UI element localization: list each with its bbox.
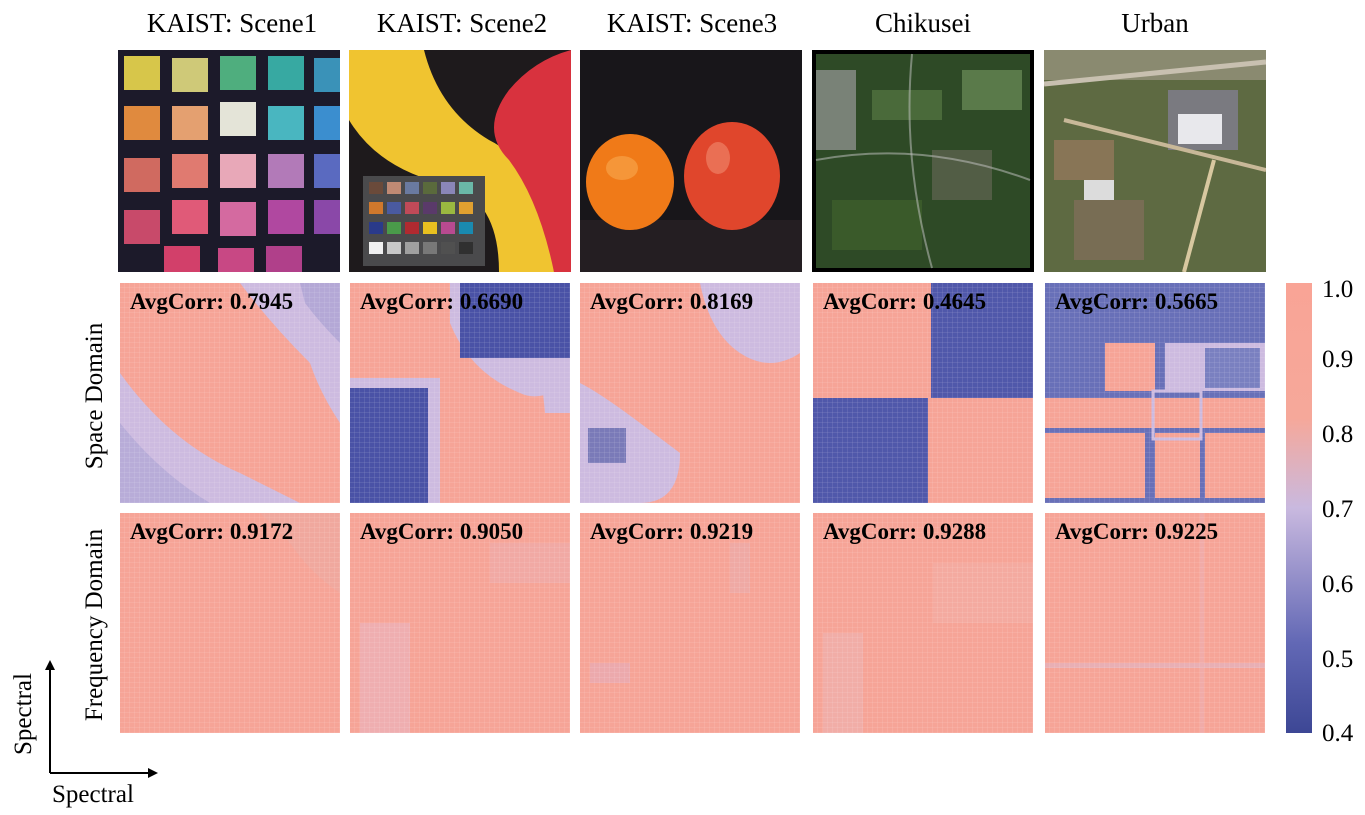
heatmap-frequency-scene2: AvgCorr: 0.9050 — [350, 513, 570, 733]
avgcorr-frequency-scene3: AvgCorr: 0.9219 — [590, 519, 754, 544]
colorbar-tick: 0.4 — [1322, 720, 1354, 747]
colorbar-tick: 0.6 — [1322, 571, 1354, 598]
avgcorr-frequency-scene2: AvgCorr: 0.9050 — [360, 519, 524, 544]
colorbar-tick: 0.5 — [1322, 646, 1354, 673]
photo-kaist-scene2 — [349, 50, 571, 272]
colorbar-tick: 0.9 — [1322, 346, 1354, 373]
column-title-chikusei: Chikusei — [874, 8, 971, 38]
heatmap-space-scene1: AvgCorr: 0.7945 — [120, 283, 340, 503]
heatmap-frequency-chikusei: AvgCorr: 0.9288 — [813, 513, 1033, 733]
heatmap-space-scene2: AvgCorr: 0.6690 — [350, 283, 570, 503]
x-axis-label: Spectral — [52, 781, 134, 808]
colorbar-tick: 0.7 — [1322, 496, 1354, 523]
avgcorr-space-scene2: AvgCorr: 0.6690 — [360, 289, 524, 314]
column-title-scene1: KAIST: Scene1 — [146, 8, 318, 38]
column-title-scene2: KAIST: Scene2 — [376, 8, 548, 38]
heatmap-space-scene3: AvgCorr: 0.8169 — [580, 283, 800, 503]
avgcorr-space-scene3: AvgCorr: 0.8169 — [590, 289, 754, 314]
heatmap-frequency-urban: AvgCorr: 0.9225 — [1045, 513, 1265, 733]
colorbar — [1286, 283, 1312, 733]
colorbar-tick: 0.8 — [1322, 421, 1354, 448]
column-title-urban: Urban — [1121, 8, 1189, 38]
avgcorr-frequency-scene1: AvgCorr: 0.9172 — [130, 519, 294, 544]
avgcorr-space-scene1: AvgCorr: 0.7945 — [130, 289, 294, 314]
avgcorr-space-urban: AvgCorr: 0.5665 — [1055, 289, 1219, 314]
avgcorr-space-chikusei: AvgCorr: 0.4645 — [823, 289, 987, 314]
avgcorr-frequency-urban: AvgCorr: 0.9225 — [1055, 519, 1219, 544]
heatmap-frequency-scene3: AvgCorr: 0.9219 — [580, 513, 800, 733]
photo-chikusei — [812, 50, 1034, 272]
column-title-scene3: KAIST: Scene3 — [606, 8, 778, 38]
colorbar-tick: 1.0 — [1322, 276, 1354, 303]
photo-kaist-scene3 — [580, 50, 802, 272]
photo-kaist-scene1 — [118, 50, 340, 272]
photo-urban — [1044, 50, 1266, 272]
heatmap-frequency-scene1: AvgCorr: 0.9172 — [120, 513, 340, 733]
avgcorr-frequency-chikusei: AvgCorr: 0.9288 — [823, 519, 987, 544]
heatmap-space-urban: AvgCorr: 0.5665 — [1045, 283, 1265, 503]
spectral-axes — [45, 660, 158, 778]
row-label-space-domain: Space Domain — [81, 322, 108, 470]
heatmap-space-chikusei: AvgCorr: 0.4645 — [813, 283, 1033, 503]
y-axis-label: Spectral — [10, 673, 37, 755]
